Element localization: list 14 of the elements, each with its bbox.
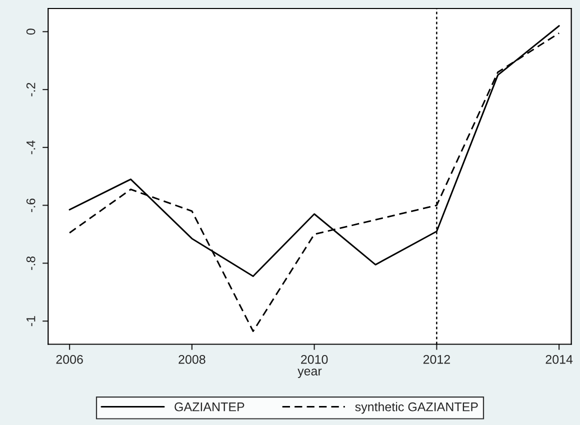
y-tick-label: 0 — [26, 28, 36, 35]
y-tick-label: -.2 — [26, 82, 36, 96]
x-tick-label: 2006 — [56, 354, 83, 364]
x-tick-label: 2010 — [301, 354, 328, 364]
y-tick-label: -.6 — [26, 198, 36, 212]
x-axis-title: year — [298, 368, 322, 378]
legend-label: GAZIANTEP — [174, 402, 244, 412]
y-tick-label: -.4 — [26, 140, 36, 154]
y-tick-label: -.8 — [26, 256, 36, 270]
x-tick-label: 2008 — [178, 354, 206, 364]
x-tick-label: 2014 — [546, 354, 573, 364]
x-tick-label: 2012 — [423, 354, 450, 364]
y-tick-label: -1 — [26, 316, 36, 326]
legend-label: synthetic GAZIANTEP — [355, 402, 478, 414]
